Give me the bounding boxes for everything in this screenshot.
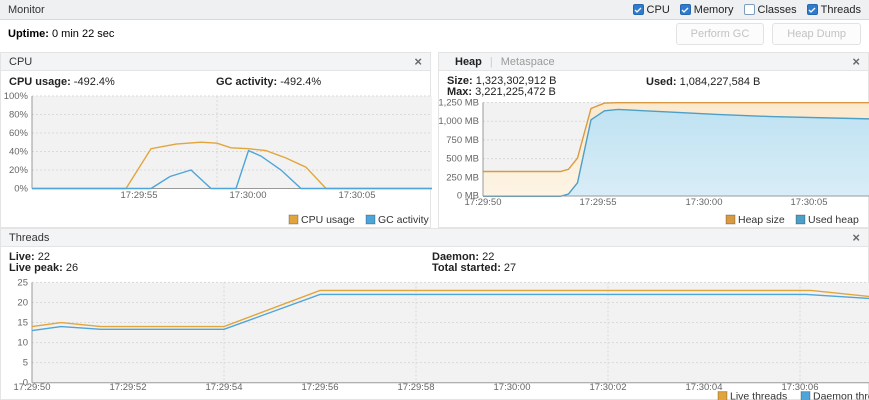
- svg-text:17:30:04: 17:30:04: [686, 382, 723, 393]
- svg-text:60%: 60%: [9, 128, 29, 139]
- svg-text:17:29:56: 17:29:56: [302, 382, 339, 393]
- svg-text:17:30:05: 17:30:05: [339, 190, 376, 201]
- svg-text:GC activity: GC activity: [378, 214, 430, 226]
- svg-text:Live threads: Live threads: [730, 391, 787, 400]
- svg-text:80%: 80%: [9, 110, 29, 121]
- svg-text:Heap size: Heap size: [738, 214, 785, 226]
- svg-text:17:30:00: 17:30:00: [230, 190, 267, 201]
- svg-text:20%: 20%: [9, 165, 29, 176]
- svg-text:15: 15: [17, 318, 28, 329]
- svg-text:Daemon threads: Daemon threads: [813, 391, 869, 400]
- svg-text:17:29:58: 17:29:58: [398, 382, 435, 393]
- svg-text:1,250 MB: 1,250 MB: [439, 98, 479, 109]
- svg-text:17:29:55: 17:29:55: [121, 190, 158, 201]
- svg-text:17:29:55: 17:29:55: [580, 197, 617, 208]
- svg-text:Used heap: Used heap: [808, 214, 859, 226]
- svg-text:100%: 100%: [4, 91, 29, 102]
- svg-text:17:30:00: 17:30:00: [494, 382, 531, 393]
- svg-text:0%: 0%: [14, 184, 28, 195]
- svg-text:CPU usage: CPU usage: [301, 214, 355, 226]
- svg-text:20: 20: [17, 298, 28, 309]
- svg-text:17:30:00: 17:30:00: [686, 197, 723, 208]
- svg-text:17:29:54: 17:29:54: [206, 382, 243, 393]
- svg-text:17:30:02: 17:30:02: [590, 382, 627, 393]
- svg-text:17:29:52: 17:29:52: [110, 382, 147, 393]
- svg-text:17:29:50: 17:29:50: [465, 197, 502, 208]
- svg-text:500 MB: 500 MB: [446, 154, 479, 165]
- svg-text:17:30:05: 17:30:05: [791, 197, 828, 208]
- svg-text:40%: 40%: [9, 147, 29, 158]
- svg-text:17:29:50: 17:29:50: [14, 382, 51, 393]
- svg-text:250 MB: 250 MB: [446, 172, 479, 183]
- svg-text:1,000 MB: 1,000 MB: [439, 116, 479, 127]
- svg-text:750 MB: 750 MB: [446, 135, 479, 146]
- svg-text:5: 5: [23, 358, 28, 369]
- svg-text:10: 10: [17, 338, 28, 349]
- svg-text:25: 25: [17, 277, 28, 288]
